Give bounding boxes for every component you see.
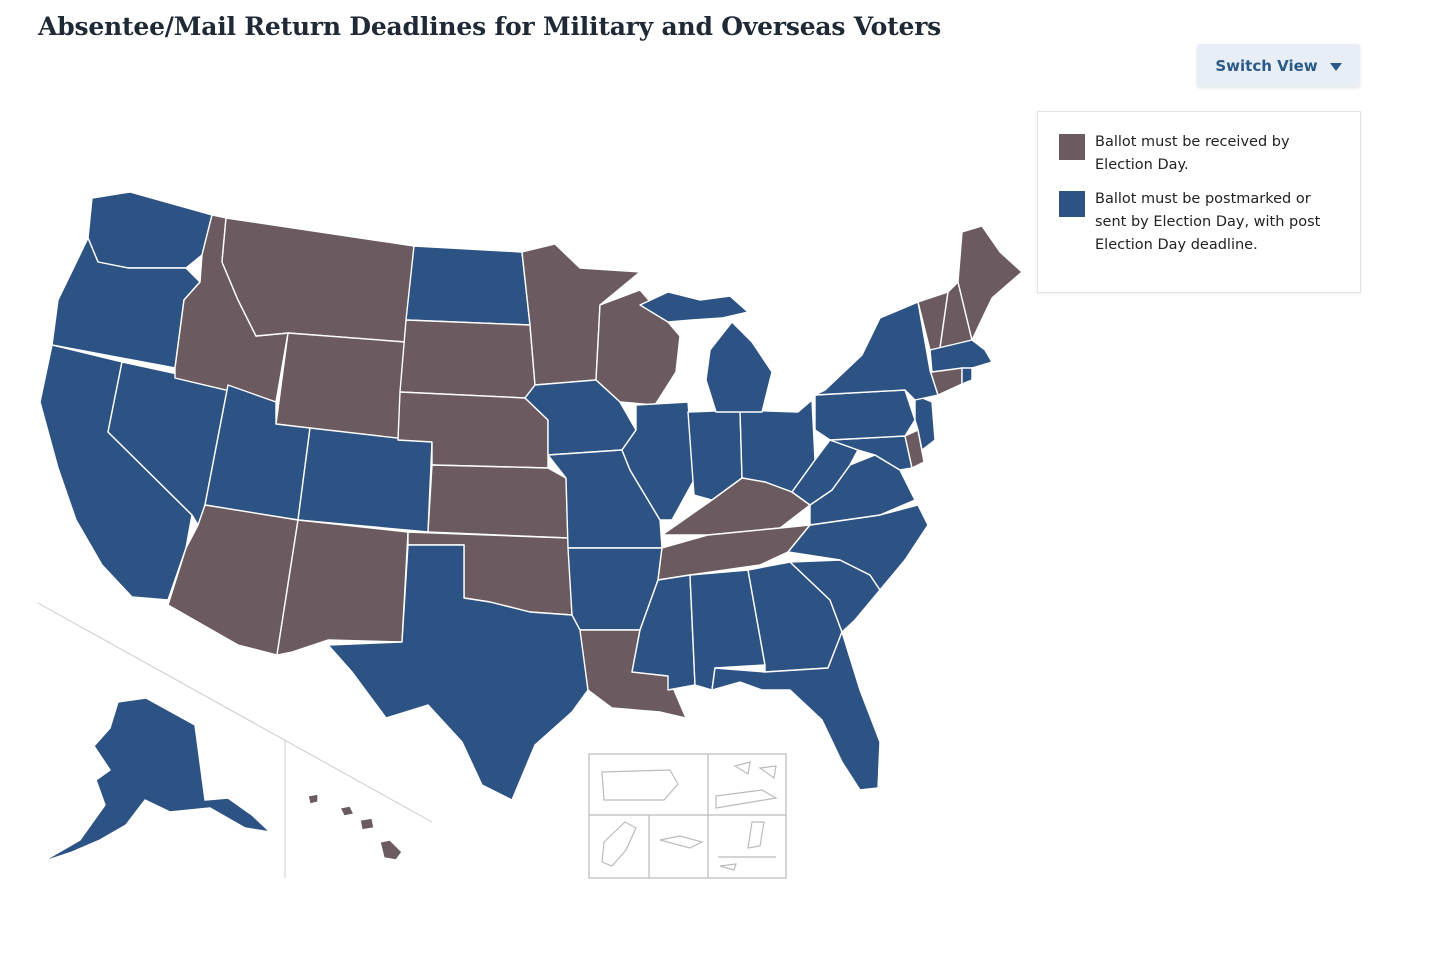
territories-inset [588, 753, 787, 879]
state-CO[interactable] [297, 427, 433, 533]
legend-item-postmarked: Ballot must be postmarked or sent by Ele… [1059, 191, 1335, 257]
state-TX[interactable] [327, 544, 589, 801]
caret-down-icon [1329, 62, 1342, 71]
state-AK[interactable] [41, 697, 271, 863]
state-MI-upper[interactable] [639, 291, 749, 323]
page-title: Absentee/Mail Return Deadlines for Milit… [38, 12, 942, 41]
state-MT[interactable] [221, 217, 415, 343]
state-CT[interactable] [929, 367, 963, 396]
state-MI[interactable] [705, 321, 773, 413]
state-NJ[interactable] [914, 394, 936, 451]
state-FL[interactable] [711, 631, 881, 791]
state-WV[interactable] [791, 439, 859, 506]
state-PA[interactable] [814, 389, 916, 441]
state-RI[interactable] [961, 367, 973, 385]
switch-view-button[interactable]: Switch View [1197, 44, 1360, 87]
state-KS[interactable] [427, 464, 569, 539]
state-WY[interactable] [275, 332, 406, 441]
territory-northern-mariana [659, 835, 704, 849]
legend-swatch-postmarked [1059, 191, 1085, 217]
state-ME[interactable] [957, 225, 1023, 341]
territory-guam [601, 821, 637, 867]
state-SD[interactable] [399, 319, 536, 399]
state-HI-islands-3[interactable] [307, 793, 319, 805]
state-WA[interactable] [87, 191, 213, 269]
state-ND[interactable] [405, 245, 531, 326]
state-HI-islands-2[interactable] [359, 817, 375, 831]
legend-label-postmarked: Ballot must be postmarked or sent by Ele… [1095, 191, 1321, 253]
legend-label-received: Ballot must be received by Election Day. [1095, 134, 1290, 173]
state-HI[interactable] [379, 839, 403, 861]
switch-view-label: Switch View [1215, 56, 1318, 75]
state-HI-islands-1[interactable] [339, 805, 355, 817]
territory-usvi [715, 761, 778, 809]
inset-divider-diagonal [37, 602, 433, 823]
legend-swatch-received [1059, 134, 1085, 160]
territory-american-samoa [719, 821, 765, 871]
territory-puerto-rico [601, 769, 679, 801]
state-NY[interactable] [814, 301, 939, 401]
map-legend: Ballot must be received by Election Day.… [1037, 111, 1361, 293]
legend-item-received: Ballot must be received by Election Day. [1059, 134, 1335, 177]
state-NM[interactable] [276, 519, 409, 656]
